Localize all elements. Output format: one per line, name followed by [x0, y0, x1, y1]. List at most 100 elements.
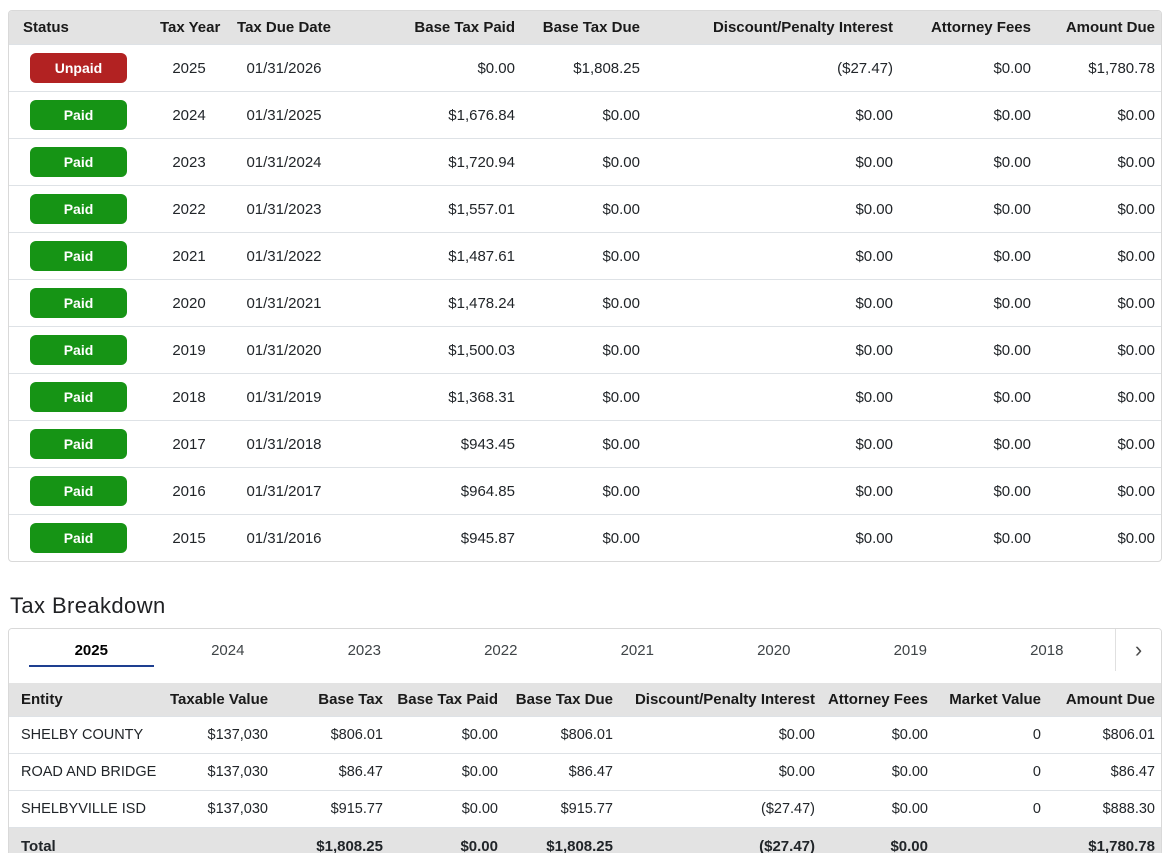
base-tax-cell: $86.47 — [274, 753, 389, 791]
entity-cell: ROAD AND BRIDGE — [9, 753, 164, 791]
attorney-fees-cell: $0.00 — [899, 279, 1037, 327]
amount-due-cell: $0.00 — [1037, 279, 1161, 327]
base-tax-paid-cell: $0.00 — [389, 716, 504, 754]
base-tax-paid-cell: $1,557.01 — [344, 185, 521, 233]
year-tab[interactable]: 2018 — [979, 629, 1116, 671]
discount-penalty-cell: $0.00 — [619, 716, 821, 754]
taxable-value-cell: $137,030 — [164, 790, 274, 828]
tax-year-row: Paid 2020 01/31/2021 $1,478.24 $0.00 $0.… — [9, 279, 1161, 327]
attorney-fees-cell: $0.00 — [899, 44, 1037, 92]
total-base-tax-due-cell: $1,808.25 — [504, 827, 619, 853]
attorney-fees-cell: $0.00 — [899, 467, 1037, 515]
tax-year-row: Paid 2021 01/31/2022 $1,487.61 $0.00 $0.… — [9, 232, 1161, 280]
breakdown-total-row: Total $1,808.25 $0.00 $1,808.25 ($27.47)… — [9, 827, 1161, 853]
tax-due-date-cell: 01/31/2021 — [224, 279, 344, 327]
header-base-tax-due: Base Tax Due — [521, 11, 646, 45]
status-badge[interactable]: Unpaid — [30, 53, 127, 83]
base-tax-due-cell: $0.00 — [521, 326, 646, 374]
status-badge[interactable]: Paid — [30, 241, 127, 271]
base-tax-paid-cell: $964.85 — [344, 467, 521, 515]
tax-year-cell: 2021 — [154, 232, 224, 280]
taxable-value-cell: $137,030 — [164, 716, 274, 754]
amount-due-cell: $86.47 — [1047, 753, 1161, 791]
tax-year-row: Paid 2018 01/31/2019 $1,368.31 $0.00 $0.… — [9, 373, 1161, 421]
attorney-fees-cell: $0.00 — [821, 790, 934, 828]
header-base-tax: Base Tax — [274, 683, 389, 717]
attorney-fees-cell: $0.00 — [821, 716, 934, 754]
attorney-fees-cell: $0.00 — [899, 138, 1037, 186]
total-market-value-cell — [934, 827, 1047, 853]
base-tax-due-cell: $0.00 — [521, 279, 646, 327]
amount-due-cell: $0.00 — [1037, 420, 1161, 468]
header-taxable-value: Taxable Value — [164, 683, 274, 717]
tax-year-row: Paid 2016 01/31/2017 $964.85 $0.00 $0.00… — [9, 467, 1161, 515]
tax-breakdown-title: Tax Breakdown — [10, 593, 166, 618]
amount-due-cell: $0.00 — [1037, 467, 1161, 515]
discount-penalty-cell: $0.00 — [646, 232, 899, 280]
discount-penalty-cell: $0.00 — [646, 326, 899, 374]
attorney-fees-cell: $0.00 — [899, 185, 1037, 233]
breakdown-table-body: SHELBY COUNTY $137,030 $806.01 $0.00 $80… — [9, 716, 1161, 828]
base-tax-paid-cell: $945.87 — [344, 514, 521, 561]
amount-due-cell: $0.00 — [1037, 326, 1161, 374]
header-tax-year: Tax Year — [154, 11, 224, 45]
status-badge[interactable]: Paid — [30, 288, 127, 318]
status-badge[interactable]: Paid — [30, 429, 127, 459]
entity-row: SHELBYVILLE ISD $137,030 $915.77 $0.00 $… — [9, 790, 1161, 828]
tax-breakdown-section: 2025 2024 2023 2022 2021 2020 2019 2018 … — [8, 628, 1162, 853]
total-discount-penalty-cell: ($27.47) — [619, 827, 821, 853]
base-tax-due-cell: $0.00 — [521, 514, 646, 561]
status-badge[interactable]: Paid — [30, 382, 127, 412]
status-badge[interactable]: Paid — [30, 147, 127, 177]
status-badge[interactable]: Paid — [30, 100, 127, 130]
entity-row: ROAD AND BRIDGE $137,030 $86.47 $0.00 $8… — [9, 753, 1161, 791]
tax-due-date-cell: 01/31/2019 — [224, 373, 344, 421]
base-tax-paid-cell: $1,368.31 — [344, 373, 521, 421]
tax-year-cell: 2015 — [154, 514, 224, 561]
total-taxable-value-cell — [164, 827, 274, 853]
year-tab[interactable]: 2021 — [569, 629, 706, 671]
year-tab[interactable]: 2025 — [23, 629, 160, 671]
status-badge[interactable]: Paid — [30, 476, 127, 506]
history-header-row: Status Tax Year Tax Due Date Base Tax Pa… — [9, 11, 1161, 45]
base-tax-due-cell: $0.00 — [521, 138, 646, 186]
status-badge[interactable]: Paid — [30, 523, 127, 553]
base-tax-paid-cell: $1,478.24 — [344, 279, 521, 327]
header-base-tax-paid: Base Tax Paid — [344, 11, 521, 45]
tax-due-date-cell: 01/31/2016 — [224, 514, 344, 561]
total-attorney-fees-cell: $0.00 — [821, 827, 934, 853]
tax-year-cell: 2022 — [154, 185, 224, 233]
tax-history-section: Status Tax Year Tax Due Date Base Tax Pa… — [8, 10, 1162, 562]
header-discount-penalty: Discount/Penalty Interest — [619, 683, 821, 717]
amount-due-cell: $888.30 — [1047, 790, 1161, 828]
total-base-tax-paid-cell: $0.00 — [389, 827, 504, 853]
year-tab[interactable]: 2022 — [433, 629, 570, 671]
header-discount-penalty: Discount/Penalty Interest — [646, 11, 899, 45]
status-badge[interactable]: Paid — [30, 194, 127, 224]
chevron-right-icon: › — [1134, 637, 1143, 662]
tabs-next-button[interactable]: › — [1115, 629, 1161, 671]
tabs-divider-gap — [9, 671, 1161, 683]
attorney-fees-cell: $0.00 — [899, 91, 1037, 139]
year-tab[interactable]: 2023 — [296, 629, 433, 671]
market-value-cell: 0 — [934, 753, 1047, 791]
base-tax-due-cell: $0.00 — [521, 420, 646, 468]
amount-due-cell: $0.00 — [1037, 514, 1161, 561]
header-amount-due: Amount Due — [1037, 11, 1161, 45]
base-tax-cell: $806.01 — [274, 716, 389, 754]
year-tab[interactable]: 2024 — [160, 629, 297, 671]
entity-cell: SHELBY COUNTY — [9, 716, 164, 754]
breakdown-header-row: Entity Taxable Value Base Tax Base Tax P… — [9, 683, 1161, 717]
base-tax-due-cell: $86.47 — [504, 753, 619, 791]
header-base-tax-paid: Base Tax Paid — [389, 683, 504, 717]
tax-history-table: Status Tax Year Tax Due Date Base Tax Pa… — [9, 11, 1161, 561]
taxable-value-cell: $137,030 — [164, 753, 274, 791]
tax-year-row: Paid 2015 01/31/2016 $945.87 $0.00 $0.00… — [9, 514, 1161, 561]
year-tab[interactable]: 2019 — [842, 629, 979, 671]
base-tax-paid-cell: $943.45 — [344, 420, 521, 468]
year-tab[interactable]: 2020 — [706, 629, 843, 671]
attorney-fees-cell: $0.00 — [821, 753, 934, 791]
tax-year-cell: 2017 — [154, 420, 224, 468]
tax-due-date-cell: 01/31/2026 — [224, 44, 344, 92]
status-badge[interactable]: Paid — [30, 335, 127, 365]
